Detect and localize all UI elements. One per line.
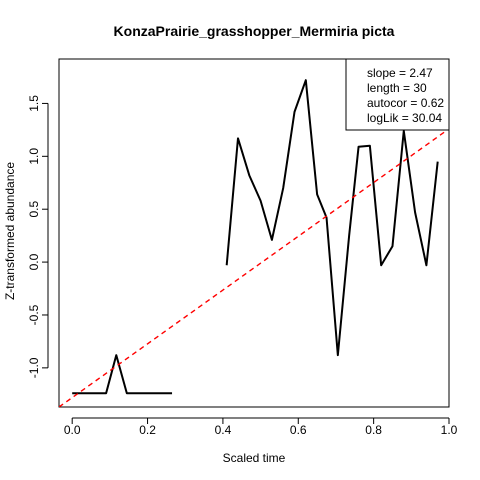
legend-entry: length = 30 [367,81,427,95]
trend-line [59,128,449,407]
x-tick-label: 0.2 [139,423,156,437]
x-axis-label: Scaled time [223,451,286,465]
y-tick-label: 1.0 [27,148,41,165]
y-tick-label: -0.5 [27,304,41,325]
abundance-series-line [225,79,439,357]
x-tick-label: 0.0 [64,423,81,437]
abundance-series-line [72,354,173,395]
chart-title: KonzaPrairie_grasshopper_Mermiria picta [114,23,395,39]
legend-entry: slope = 2.47 [367,66,433,80]
legend-entry: logLik = 30.04 [367,111,442,125]
y-tick-label: 1.5 [27,95,41,112]
legend-entry: autocor = 0.62 [367,96,444,110]
y-tick-label: -1.0 [27,357,41,378]
x-tick-label: 0.4 [215,423,232,437]
x-tick-label: 0.8 [365,423,382,437]
y-tick-label: 0.0 [27,253,41,270]
x-tick-label: 0.6 [290,423,307,437]
plot-frame [58,58,450,408]
legend-box [345,58,450,131]
x-tick-label: 1.0 [441,423,458,437]
y-tick-label: 0.5 [27,201,41,218]
plot-area: 0.0 0.2 0.4 0.6 0.8 1.0 -1.0 -0.5 0.0 0.5 1.0 1.5 [27,58,458,437]
y-axis-label: Z-transformed abundance [3,162,17,300]
